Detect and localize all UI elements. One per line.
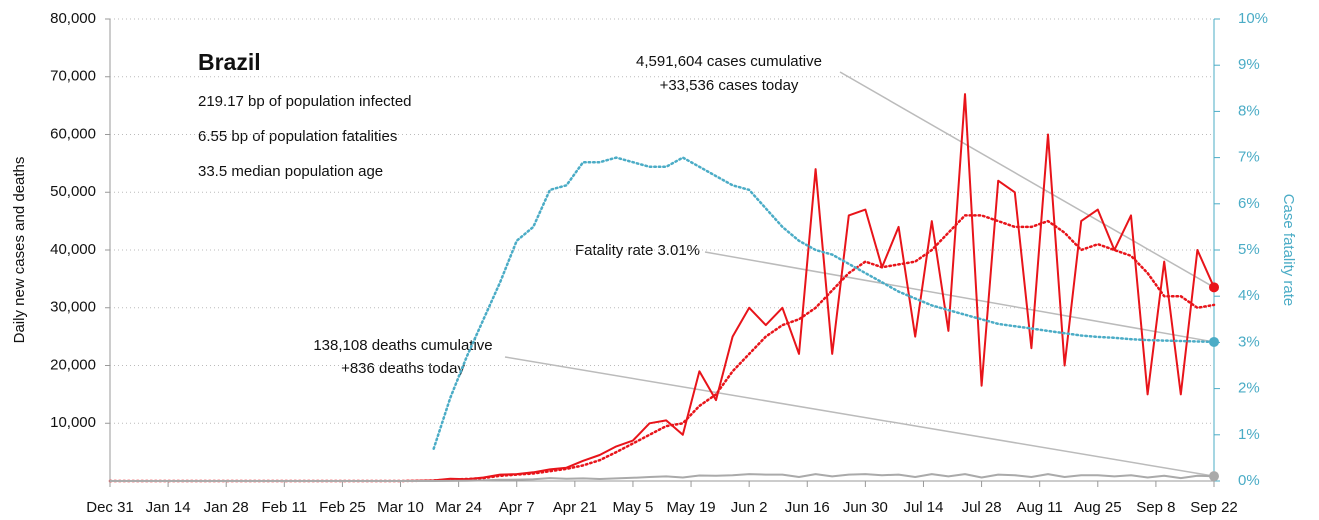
leader-line: [839, 71, 1215, 288]
y2-tick-label: 0%: [1238, 472, 1260, 489]
annotation: 4,591,604 cases cumulative: [636, 53, 822, 70]
x-tick-label: Jan 14: [146, 499, 191, 516]
y2-tick-label: 5%: [1238, 241, 1260, 258]
series-line: [432, 156, 1216, 450]
x-tick-label: Sep 22: [1190, 499, 1238, 516]
x-tick-label: Jul 28: [962, 499, 1002, 516]
x-tick-label: Feb 25: [319, 499, 366, 516]
y2-tick-label: 2%: [1238, 380, 1260, 397]
leader-line: [504, 356, 1215, 477]
y2-tick-label: 3%: [1238, 333, 1260, 350]
y-tick-label: 70,000: [50, 68, 96, 85]
x-tick-label: Apr 21: [553, 499, 597, 516]
x-tick-label: Sep 8: [1136, 499, 1175, 516]
stat: 33.5 median population age: [198, 163, 383, 180]
x-tick-label: Jul 14: [903, 499, 943, 516]
y2-tick-label: 7%: [1238, 149, 1260, 166]
y2-tick-label: 1%: [1238, 426, 1260, 443]
end-marker: [1209, 471, 1219, 482]
annotation: +33,536 cases today: [660, 77, 799, 94]
y2-tick-label: 9%: [1238, 56, 1260, 73]
leader-line: [704, 251, 1215, 343]
stat: 6.55 bp of population fatalities: [198, 128, 397, 145]
y2-axis-label: Case fatality rate: [1280, 194, 1297, 307]
x-tick-label: Aug 11: [1016, 499, 1062, 516]
y2-tick-label: 6%: [1238, 195, 1260, 212]
y-axis-label: Daily new cases and deaths: [11, 157, 28, 344]
y2-tick-label: 4%: [1238, 287, 1260, 304]
series-line: [108, 214, 1216, 483]
annotation: 138,108 deaths cumulative: [313, 337, 492, 354]
x-tick-label: Jun 30: [843, 499, 888, 516]
x-tick-label: Mar 10: [377, 499, 424, 516]
chart-title: Brazil: [198, 49, 261, 75]
y-tick-label: 20,000: [50, 356, 96, 373]
series-line: [109, 473, 1215, 482]
end-marker: [1209, 282, 1219, 293]
x-tick-label: Apr 7: [499, 499, 535, 516]
y-tick-label: 40,000: [50, 241, 96, 258]
y-tick-label: 80,000: [50, 10, 96, 27]
x-tick-label: Feb 11: [262, 499, 308, 516]
stat: 219.17 bp of population infected: [198, 93, 412, 110]
y-tick-label: 10,000: [50, 414, 96, 431]
x-tick-label: Jun 2: [731, 499, 768, 516]
x-tick-label: May 5: [613, 499, 654, 516]
series-line: [109, 93, 1215, 482]
x-tick-label: Jan 28: [204, 499, 249, 516]
x-tick-label: Mar 24: [435, 499, 482, 516]
y-tick-label: 60,000: [50, 125, 96, 142]
x-tick-label: Dec 31: [86, 499, 134, 516]
y-tick-label: 30,000: [50, 299, 96, 316]
x-tick-label: Jun 16: [785, 499, 830, 516]
annotation: +836 deaths today: [341, 360, 465, 377]
annotation: Fatality rate 3.01%: [575, 242, 700, 259]
y2-tick-label: 8%: [1238, 102, 1260, 119]
y-tick-label: 50,000: [50, 183, 96, 200]
x-tick-label: Aug 25: [1074, 499, 1122, 516]
x-tick-label: May 19: [666, 499, 715, 516]
end-marker: [1209, 336, 1219, 347]
y2-tick-label: 10%: [1238, 10, 1268, 27]
